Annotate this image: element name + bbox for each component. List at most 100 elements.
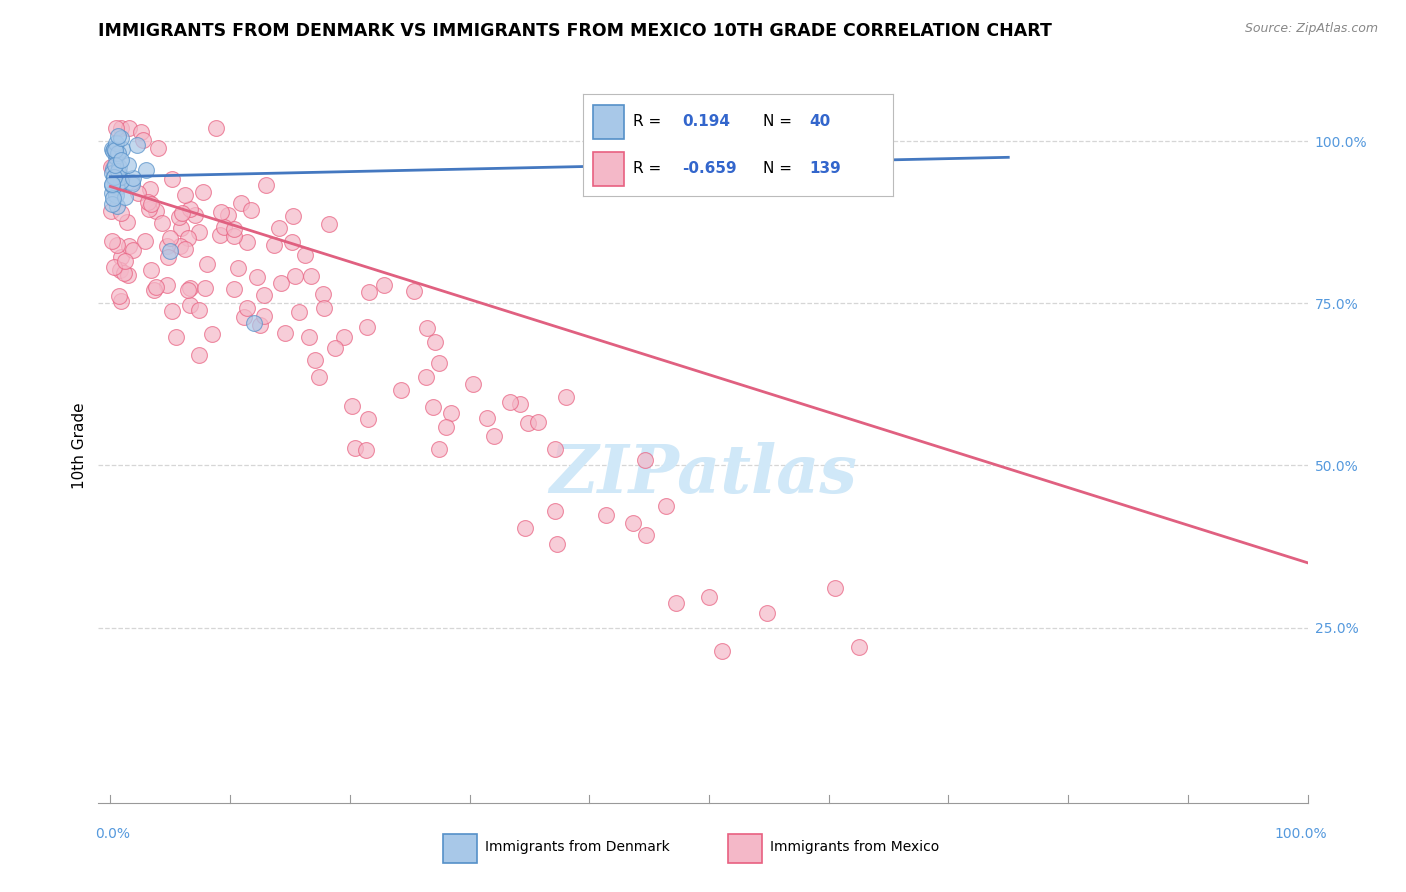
- Point: [461, 376, 484, 391]
- Point: [177, 231, 200, 245]
- Point: [135, 163, 157, 178]
- Point: [243, 316, 266, 330]
- Point: [134, 234, 156, 248]
- Point: [145, 280, 167, 294]
- Point: [156, 239, 179, 253]
- Text: IMMIGRANTS FROM DENMARK VS IMMIGRANTS FROM MEXICO 10TH GRADE CORRELATION CHART: IMMIGRANTS FROM DENMARK VS IMMIGRANTS FR…: [98, 22, 1052, 40]
- Point: [343, 441, 366, 455]
- Point: [184, 208, 207, 222]
- Text: R =: R =: [633, 161, 661, 176]
- Point: [201, 327, 224, 342]
- Point: [304, 352, 326, 367]
- Point: [104, 157, 127, 171]
- Point: [354, 443, 377, 458]
- Point: [160, 172, 183, 186]
- Point: [118, 238, 141, 252]
- Point: [110, 174, 132, 188]
- Point: [179, 281, 201, 295]
- Point: [527, 416, 550, 430]
- Point: [159, 244, 181, 259]
- Point: [299, 268, 322, 283]
- Point: [103, 169, 125, 184]
- Point: [697, 591, 720, 605]
- Point: [477, 411, 499, 425]
- Point: [107, 164, 129, 178]
- Point: [554, 390, 576, 404]
- Point: [509, 397, 531, 411]
- Point: [127, 186, 149, 200]
- Point: [174, 188, 197, 202]
- Point: [121, 177, 143, 191]
- Point: [389, 383, 412, 397]
- Point: [165, 330, 187, 344]
- Text: 40: 40: [810, 114, 831, 129]
- Y-axis label: 10th Grade: 10th Grade: [72, 402, 87, 490]
- Point: [318, 218, 340, 232]
- Point: [423, 335, 446, 350]
- Point: [110, 121, 132, 136]
- Point: [217, 208, 239, 222]
- Point: [544, 504, 567, 518]
- Point: [156, 277, 179, 292]
- Point: [281, 209, 304, 223]
- Point: [427, 356, 450, 370]
- Point: [100, 196, 122, 211]
- Point: [114, 254, 136, 268]
- Point: [111, 142, 134, 156]
- Point: [104, 172, 127, 186]
- Point: [101, 191, 124, 205]
- Point: [100, 186, 122, 201]
- Point: [404, 284, 426, 298]
- Point: [209, 228, 232, 243]
- Point: [226, 260, 249, 275]
- Point: [263, 238, 285, 252]
- Point: [167, 210, 190, 224]
- Point: [132, 133, 155, 147]
- Point: [434, 420, 457, 434]
- Point: [112, 266, 135, 280]
- Point: [145, 204, 167, 219]
- Point: [105, 188, 128, 202]
- Text: 0.194: 0.194: [682, 114, 731, 129]
- Point: [156, 250, 179, 264]
- Point: [294, 248, 316, 262]
- Point: [110, 250, 132, 264]
- Point: [103, 260, 125, 274]
- Point: [188, 348, 211, 362]
- Point: [100, 160, 122, 174]
- Point: [323, 342, 346, 356]
- Point: [233, 310, 256, 324]
- Point: [427, 442, 450, 457]
- Point: [513, 520, 536, 534]
- Point: [169, 239, 191, 253]
- Point: [665, 596, 688, 610]
- Point: [499, 394, 522, 409]
- Point: [179, 202, 201, 216]
- Point: [121, 175, 143, 189]
- FancyBboxPatch shape: [443, 834, 477, 863]
- Point: [160, 304, 183, 318]
- Point: [357, 285, 380, 299]
- Point: [101, 162, 124, 177]
- Text: -0.659: -0.659: [682, 161, 737, 176]
- Text: N =: N =: [763, 114, 792, 129]
- Point: [308, 369, 330, 384]
- Point: [517, 416, 540, 430]
- Point: [110, 293, 132, 308]
- Point: [103, 142, 125, 156]
- Point: [229, 196, 252, 211]
- Point: [117, 158, 139, 172]
- Point: [267, 221, 290, 235]
- Point: [246, 269, 269, 284]
- Point: [131, 125, 153, 139]
- Point: [373, 278, 395, 293]
- Point: [100, 142, 122, 156]
- Point: [340, 399, 363, 413]
- Point: [222, 229, 245, 244]
- Point: [333, 330, 356, 344]
- Point: [139, 182, 162, 196]
- Point: [138, 202, 160, 216]
- Point: [136, 195, 159, 210]
- FancyBboxPatch shape: [728, 834, 762, 863]
- Point: [146, 140, 169, 154]
